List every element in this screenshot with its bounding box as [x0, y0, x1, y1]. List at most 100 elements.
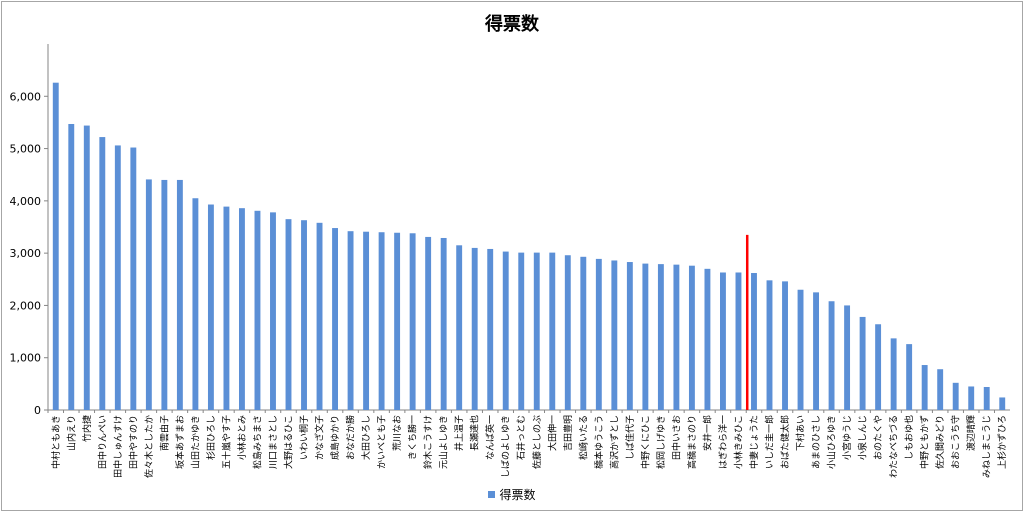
x-tick-label: しば佳代子 — [624, 415, 636, 460]
x-tick-label: かなざ文子 — [314, 415, 326, 460]
x-tick-label: 佐々木としたか — [143, 415, 155, 478]
bar — [704, 268, 711, 410]
bar — [394, 232, 401, 410]
bar — [440, 237, 447, 410]
bar — [114, 145, 121, 411]
y-tick-label: 0 — [34, 404, 41, 417]
bar — [813, 292, 819, 410]
bar — [642, 263, 649, 410]
x-tick-label: 山内えり — [65, 415, 77, 451]
bar — [285, 219, 292, 410]
bar — [145, 179, 152, 410]
x-tick-label: 石井っとむ — [515, 415, 527, 460]
x-tick-label: 渡辺晴輝 — [965, 415, 977, 451]
x-tick-label: しもおゆ也 — [903, 415, 915, 460]
bar — [502, 251, 509, 410]
x-tick-label: 高沢かずとし — [608, 415, 620, 469]
bar — [301, 220, 307, 410]
bar — [176, 179, 183, 410]
bar — [533, 252, 540, 410]
bar — [425, 236, 432, 410]
x-tick-label: 田中いさお — [670, 415, 682, 460]
bar — [937, 369, 944, 410]
x-tick-label: 中野ともかず — [919, 415, 931, 469]
x-tick-label: 田中りんぺい — [96, 415, 108, 469]
x-tick-label: おなだか勝 — [345, 415, 357, 460]
bar — [782, 281, 788, 410]
x-tick-label: 中妻じょうた — [748, 415, 760, 469]
x-tick-label: 松岡しげゆき — [655, 415, 667, 469]
bar — [254, 210, 261, 410]
x-tick-label: 川口まさとし — [268, 415, 279, 469]
bar — [921, 365, 928, 410]
x-tick-label: 杉田ひろし — [205, 415, 217, 460]
bar — [673, 264, 680, 410]
bar — [347, 231, 354, 410]
y-tick-label: 1,000 — [10, 352, 42, 365]
x-tick-label: 小林おとみ — [236, 415, 248, 460]
x-tick-label: 高橋まさのり — [686, 415, 698, 469]
x-tick-label: 小林きみひこ — [732, 415, 744, 469]
bar — [83, 125, 90, 411]
x-tick-label: 田中やすのり — [127, 415, 139, 469]
x-tick-label: 成島ゆかり — [329, 415, 341, 460]
bar — [456, 245, 463, 410]
x-tick-label: 大野はるひこ — [283, 415, 295, 469]
bar — [487, 248, 494, 410]
x-tick-label: 松崎いたる — [577, 415, 589, 460]
x-tick-label: あまのひさし — [811, 415, 822, 469]
x-tick-label: 五十嵐やす子 — [220, 415, 232, 469]
x-tick-label: 小泉しんじ — [857, 415, 869, 460]
bar — [611, 260, 618, 410]
x-tick-label: 田中しゅんすけ — [112, 415, 124, 478]
x-tick-label: 坂本あずまお — [174, 415, 186, 469]
bar — [890, 338, 897, 410]
bar — [192, 198, 199, 410]
x-tick-label: 中野くにひこ — [639, 415, 651, 469]
x-tick-label: 大田伸一 — [546, 415, 558, 451]
x-tick-label: 松島みちまさ — [251, 415, 263, 469]
x-tick-label: 上杉かずひろ — [996, 415, 1008, 469]
bar — [766, 280, 773, 410]
bar — [68, 123, 75, 411]
x-tick-label: おのたくや — [873, 415, 884, 460]
bar — [223, 206, 230, 410]
bar — [518, 252, 525, 410]
bar — [595, 258, 602, 410]
bar — [409, 233, 416, 410]
x-tick-label: 山田たかゆき — [190, 415, 201, 469]
x-tick-label: はぎわら洋一 — [717, 415, 729, 469]
x-tick-label: いわい桐子 — [298, 415, 310, 460]
bar — [580, 256, 587, 410]
bar — [52, 82, 59, 410]
bar — [316, 222, 323, 410]
x-tick-label: かいべとも子 — [377, 415, 388, 469]
bar — [906, 344, 913, 410]
bar — [952, 382, 959, 410]
bar — [332, 228, 338, 410]
x-tick-label: おおこうち守 — [950, 415, 962, 469]
y-tick-label: 5,000 — [10, 143, 42, 156]
x-tick-label: 南雲由子 — [158, 415, 170, 451]
x-tick-label: みねしまこうじ — [982, 415, 993, 478]
bar — [859, 316, 866, 410]
x-tick-label: 小宮ゆうじ — [841, 415, 853, 460]
legend: 得票数 — [2, 486, 1022, 503]
x-tick-label: わたなべちづる — [889, 415, 900, 478]
bar — [828, 301, 835, 410]
x-tick-label: 長瀬達也 — [469, 415, 481, 451]
bar — [161, 179, 168, 410]
bar — [99, 137, 106, 410]
bar — [564, 255, 571, 410]
bar — [207, 204, 214, 410]
x-tick-label: 下村あい — [795, 415, 807, 451]
x-tick-label: いしだ圭一郎 — [764, 415, 776, 469]
x-tick-label: しばのよしゆき — [501, 415, 512, 478]
x-tick-label: 井上温子 — [453, 415, 465, 451]
bar — [875, 324, 882, 410]
x-tick-label: 元山よしゆき — [439, 415, 450, 469]
bar — [844, 305, 851, 410]
x-tick-label: 中村ともあき — [50, 415, 62, 469]
x-tick-label: 小山ひろゆき — [827, 415, 838, 469]
